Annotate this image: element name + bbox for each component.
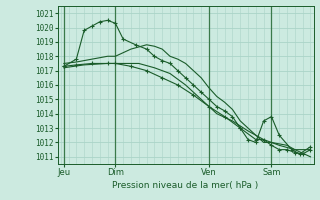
X-axis label: Pression niveau de la mer( hPa ): Pression niveau de la mer( hPa )	[112, 181, 259, 190]
